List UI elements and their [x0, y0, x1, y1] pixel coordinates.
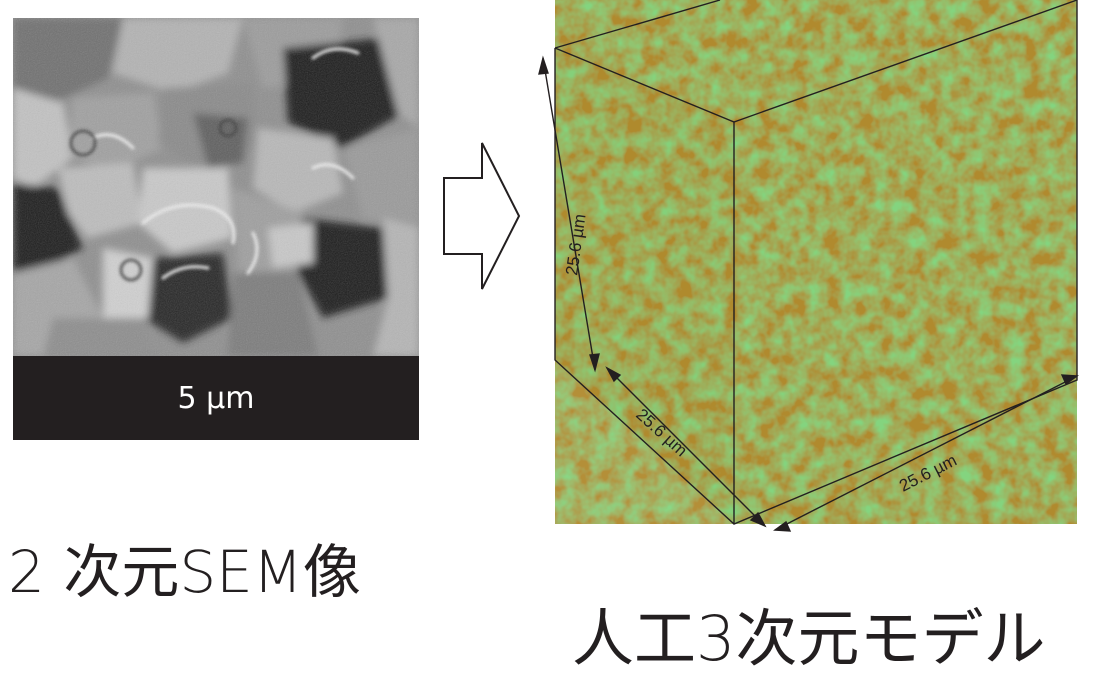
cube-model: 25.6 µm 25.6 µm 25.6 µm — [538, 0, 1079, 532]
sem-caption: 2 次元SEM像 — [8, 538, 361, 606]
scale-bar: 5 µm — [13, 356, 419, 440]
sem-panel: 5 µm — [13, 18, 419, 440]
model-caption: 人工3次元モデル — [572, 602, 1046, 675]
scale-bar-label: 5 µm — [177, 380, 255, 416]
arrow-right-icon — [443, 142, 521, 290]
sem-micrograph — [13, 18, 419, 356]
dimension-width-label: 25.6 µm — [896, 451, 960, 496]
